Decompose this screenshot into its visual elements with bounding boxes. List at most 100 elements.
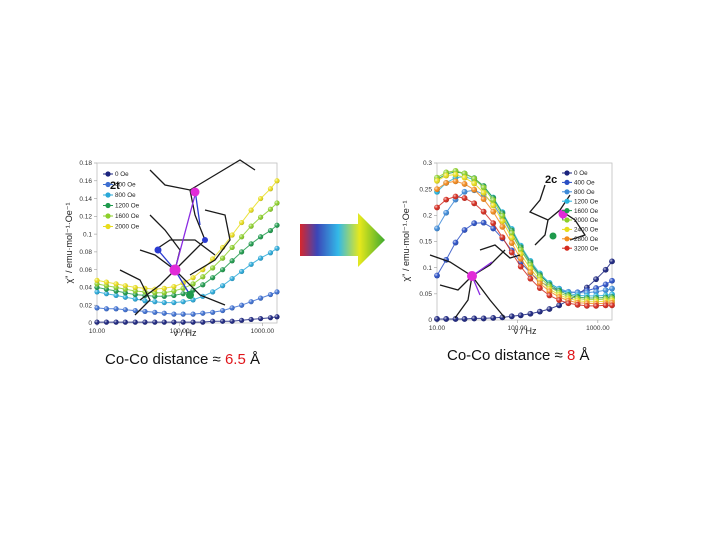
data-point-highlight: [161, 285, 167, 291]
data-point-highlight: [443, 196, 450, 203]
data-point-highlight: [556, 297, 563, 304]
data-point-highlight: [200, 310, 206, 316]
y-ticks: 0 0.02 0.04 0.06 0.08 0.1 0.12 0.14 0.16 0.18: [79, 160, 97, 327]
data-point-highlight: [103, 319, 110, 325]
data-point-highlight: [461, 188, 468, 195]
data-point-highlight: [248, 223, 254, 229]
data-point-highlight: [171, 292, 177, 299]
data-point-highlight: [152, 299, 158, 305]
data-point-highlight: [574, 301, 581, 308]
data-point-highlight: [490, 220, 497, 227]
y-tick-label: 0.14: [79, 196, 92, 203]
data-point-highlight: [180, 319, 186, 325]
legend-marker: [105, 181, 111, 188]
data-point-highlight: [546, 292, 553, 299]
data-point-highlight: [593, 302, 599, 309]
chart-2c: 0 0.05 0.1 0.15 0.2 0.25 0.3 10.00 100.00 1000.0…: [401, 160, 615, 336]
legend-item: 0 Oe: [103, 171, 129, 178]
data-point-highlight: [239, 249, 245, 255]
data-point-highlight: [508, 240, 515, 246]
data-point-highlight: [527, 275, 534, 282]
legend-marker: [105, 213, 111, 219]
data-point-highlight: [443, 179, 450, 186]
y-tick-label: 0.25: [419, 186, 432, 193]
data-point-highlight: [113, 319, 119, 325]
series-group: [434, 167, 615, 322]
data-point-highlight: [161, 299, 167, 306]
legend-item: 2800 Oe: [562, 236, 599, 243]
data-point-highlight: [132, 319, 138, 325]
panel-label-2t: 2t: [110, 180, 120, 192]
legend-marker: [564, 226, 570, 232]
y-tick-label: 0.15: [419, 239, 432, 246]
legend-marker: [105, 202, 111, 209]
data-point-highlight: [452, 171, 459, 178]
data-point-highlight: [434, 186, 440, 193]
series-400-oe: [94, 289, 280, 317]
data-point-highlight: [517, 255, 524, 262]
y-ticks: 0 0.05 0.1 0.15 0.2 0.25 0.3: [419, 160, 437, 324]
caption-distance-value: 8: [566, 347, 576, 364]
y-tick-label: 0.04: [79, 285, 92, 292]
data-point-highlight: [546, 306, 553, 312]
data-point-highlight: [229, 305, 235, 311]
data-point-highlight: [471, 180, 478, 187]
caption-co-co-distance-2c: Co-Co distance ≈ 8 Å: [447, 347, 589, 364]
legend-marker: [105, 171, 111, 177]
caption-co-co-distance-2t: Co-Co distance ≈ 6.5 Å: [105, 351, 260, 368]
data-point-highlight: [94, 284, 100, 291]
data-point-highlight: [609, 277, 615, 284]
legend-label: 400 Oe: [574, 180, 595, 187]
legend-marker: [564, 189, 570, 195]
data-point-highlight: [229, 258, 235, 264]
data-point-highlight: [229, 318, 235, 324]
data-point-highlight: [267, 315, 274, 321]
data-point-highlight: [248, 316, 254, 323]
data-point-highlight: [248, 261, 254, 267]
data-point-highlight: [239, 302, 245, 308]
data-point-highlight: [152, 319, 158, 325]
caption-suffix: Å: [575, 347, 590, 364]
legend-item: 400 Oe: [103, 182, 136, 189]
data-point-highlight: [267, 206, 274, 212]
data-point-highlight: [190, 281, 196, 287]
y-axis-label: χ" / emu·mol⁻¹·Oe⁻¹: [64, 203, 74, 284]
data-point-highlight: [546, 288, 553, 295]
data-point-highlight: [200, 274, 206, 280]
data-point-highlight: [161, 319, 167, 325]
data-point-highlight: [267, 186, 274, 192]
series-0-oe: [94, 314, 280, 325]
caption-prefix: Co-Co distance ≈: [447, 347, 567, 364]
data-point-highlight: [113, 306, 119, 312]
data-point-highlight: [602, 302, 609, 309]
data-point-highlight: [132, 307, 138, 314]
data-point-highlight: [142, 308, 148, 315]
data-point-highlight: [210, 309, 216, 315]
data-point-highlight: [171, 288, 177, 294]
data-point-highlight: [274, 178, 280, 184]
data-point-highlight: [471, 186, 478, 193]
caption-prefix: Co-Co distance ≈: [105, 351, 225, 368]
data-point-highlight: [452, 316, 459, 322]
data-point-highlight: [239, 219, 245, 226]
legend-label: 2000 Oe: [574, 217, 599, 224]
data-point-highlight: [499, 223, 506, 230]
legend-item: 800 Oe: [103, 192, 136, 199]
data-point-highlight: [257, 295, 264, 301]
legend: 0 Oe 400 Oe 800 Oe 1200 Oe 1600 Oe 2000 Oe 240…: [562, 170, 599, 252]
legend-marker: [564, 208, 570, 214]
data-point-highlight: [171, 311, 177, 317]
data-point-highlight: [229, 232, 235, 238]
data-point-highlight: [113, 281, 119, 287]
data-point-highlight: [103, 279, 110, 285]
data-point-highlight: [452, 178, 459, 185]
legend-label: 1200 Oe: [574, 198, 599, 205]
y-tick-label: 0.12: [79, 214, 92, 221]
y-tick-label: 0.18: [79, 160, 92, 167]
data-point-highlight: [499, 234, 506, 241]
data-point-highlight: [480, 219, 487, 226]
data-point-highlight: [274, 222, 280, 228]
data-point-highlight: [490, 315, 497, 321]
data-point-highlight: [94, 319, 100, 325]
